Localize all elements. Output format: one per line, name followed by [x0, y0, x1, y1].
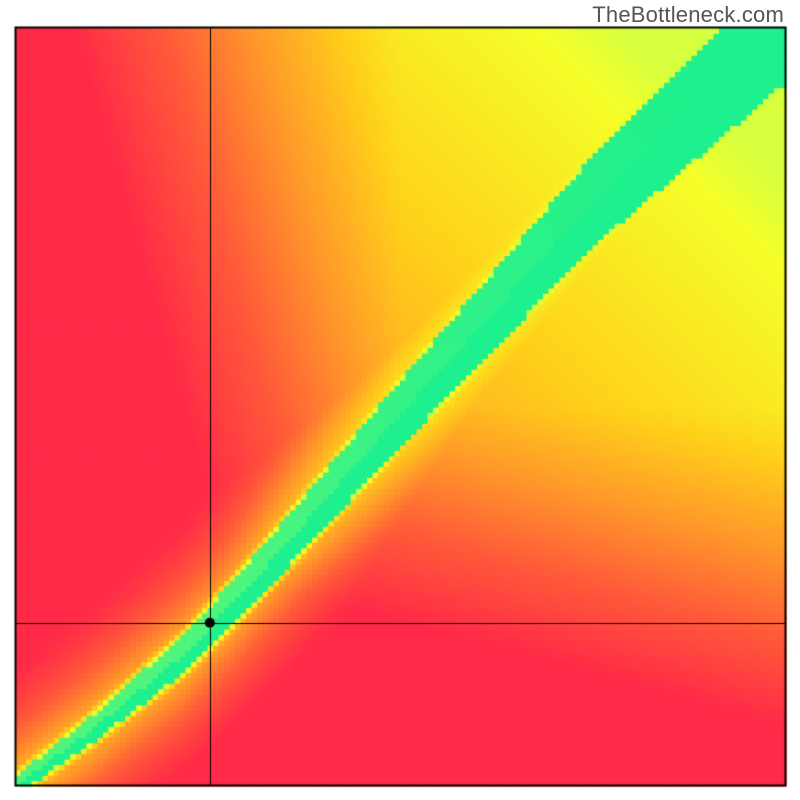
chart-container: TheBottleneck.com: [0, 0, 800, 800]
watermark-text: TheBottleneck.com: [592, 2, 784, 28]
bottleneck-heatmap: [0, 0, 800, 800]
